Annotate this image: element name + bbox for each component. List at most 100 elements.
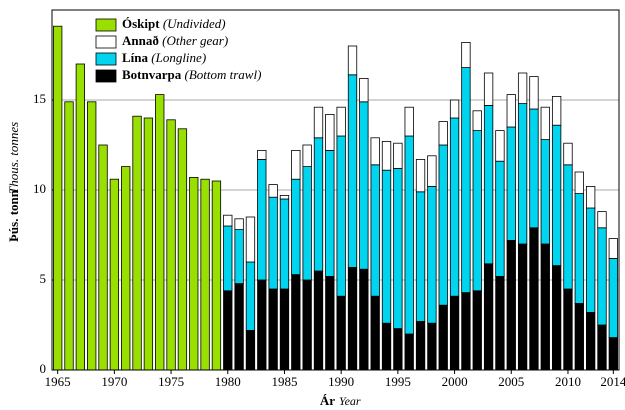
bar-segment [483, 105, 494, 265]
bar-segment [506, 239, 516, 371]
bar-segment [472, 110, 482, 132]
bar-segment [121, 166, 131, 371]
x-tick-label: 1980 [215, 374, 241, 389]
x-tick-label: 2000 [442, 374, 468, 389]
bar-segment [563, 142, 573, 166]
bar-segment [291, 178, 301, 275]
bar-segment [529, 108, 539, 229]
bar-segment [279, 288, 290, 371]
bar-segment [574, 193, 584, 304]
bar-segment [517, 72, 528, 105]
bar-segment [166, 119, 176, 371]
bar-segment [585, 311, 596, 371]
legend-translation: (Undivided) [163, 16, 226, 31]
bar-segment [211, 180, 222, 371]
legend-swatch [95, 52, 117, 66]
bar-segment [279, 194, 290, 200]
legend-label: Annað (Other gear) [122, 33, 228, 48]
bar-segment [64, 101, 74, 371]
y-tick-label: 0 [40, 361, 47, 376]
x-axis-label-translation: Year [339, 394, 361, 408]
bar-segment [415, 158, 426, 193]
bar-segment [302, 279, 312, 371]
bar-segment [597, 211, 607, 229]
bar-segment [472, 290, 482, 371]
legend-name: Lína [122, 50, 149, 65]
bar-segment [381, 169, 392, 324]
bar-segment [517, 243, 528, 371]
bar-segment [404, 333, 414, 371]
bar-segment [143, 117, 154, 371]
bar-segment [177, 128, 188, 371]
bar-segment [200, 178, 210, 371]
bar-segment [404, 135, 414, 335]
bar-segment [53, 25, 63, 371]
bar-segment [551, 265, 562, 371]
legend-label: Óskipt (Undivided) [122, 16, 226, 31]
bar-segment [132, 115, 142, 371]
bar-segment [257, 158, 267, 281]
bar-segment [461, 42, 471, 69]
bar-segment [381, 322, 392, 371]
legend-swatch [95, 18, 117, 32]
bar-segment [268, 288, 278, 371]
bar-segment [325, 114, 335, 151]
bar-segment [529, 227, 539, 371]
bar-segment [427, 185, 437, 324]
x-tick-label: 2014 [600, 374, 625, 389]
legend-translation: (Longline) [151, 50, 206, 65]
legend-name: Óskipt [122, 16, 160, 31]
bar-segment [427, 155, 437, 187]
bar-segment [336, 106, 346, 137]
plot-frame [51, 9, 620, 371]
legend-name: Annað [122, 33, 159, 48]
bar-segment [438, 144, 448, 306]
bar-segment [483, 263, 494, 371]
bar-segment [336, 295, 346, 371]
y-tick-label: 15 [33, 91, 46, 106]
bar-segment [415, 191, 426, 322]
bar-segment [336, 135, 346, 297]
bar-segment [302, 144, 312, 168]
bar-segment [223, 225, 233, 292]
bar-segment [87, 101, 97, 371]
x-tick-label: 1970 [101, 374, 127, 389]
bar-segment [449, 295, 460, 371]
bar-segment [268, 196, 278, 290]
bar-segment [189, 176, 199, 371]
bar-segment [325, 149, 335, 277]
legend-name: Botnvarpa [122, 67, 182, 82]
bar-segment [155, 94, 165, 371]
bar-segment [427, 322, 437, 371]
bar-segment [563, 164, 573, 290]
bar-segment [234, 218, 244, 231]
bar-segment [313, 270, 324, 371]
bar-segment [257, 149, 267, 160]
bar-segment [415, 320, 426, 371]
bar-segment [359, 268, 369, 371]
bar-segment [75, 63, 86, 371]
bar-segment [449, 117, 460, 297]
bar-segment [393, 328, 403, 371]
x-tick-label: 2010 [555, 374, 581, 389]
bar-segment [540, 243, 550, 371]
bar-segment [483, 72, 494, 106]
bar-segment [302, 166, 312, 281]
bar-segment [472, 130, 482, 292]
x-tick-label: 1965 [45, 374, 71, 389]
bar-segment [438, 304, 448, 371]
bar-segment [608, 257, 618, 338]
bar-segment [608, 238, 618, 259]
bar-segment [245, 261, 256, 331]
bar-segment [279, 198, 290, 290]
bar-segment [313, 137, 324, 272]
bar-segment [359, 78, 369, 103]
bar-segment [291, 274, 301, 371]
bar-segment [461, 292, 471, 371]
bar-segment [506, 94, 516, 128]
bar-segment [540, 106, 550, 140]
bar-segment [370, 164, 380, 297]
bar-segment [381, 140, 392, 171]
